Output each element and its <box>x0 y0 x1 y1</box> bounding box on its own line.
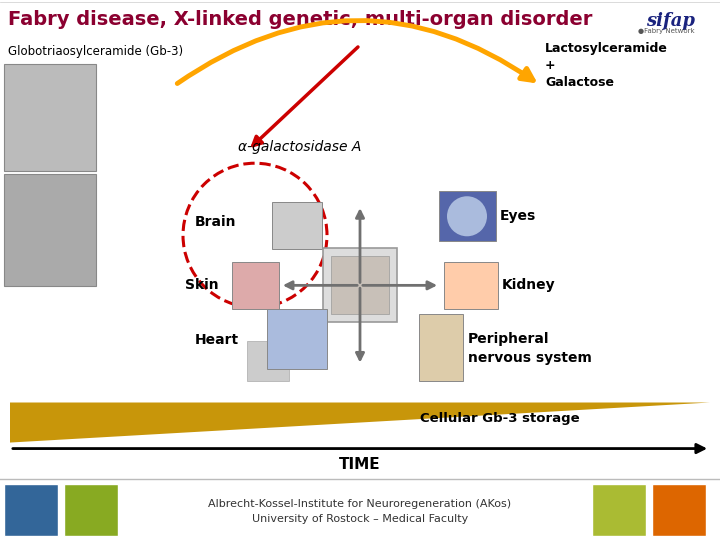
Text: ●Fabry Network: ●Fabry Network <box>639 28 695 34</box>
FancyBboxPatch shape <box>592 484 646 536</box>
Polygon shape <box>10 402 710 443</box>
Text: α-galactosidase A: α-galactosidase A <box>238 140 361 154</box>
Text: Lactosylceramide
+
Galactose: Lactosylceramide + Galactose <box>545 42 668 89</box>
FancyBboxPatch shape <box>272 202 322 249</box>
FancyBboxPatch shape <box>331 256 389 314</box>
Circle shape <box>447 196 487 237</box>
FancyBboxPatch shape <box>323 248 397 322</box>
Text: University of Rostock – Medical Faculty: University of Rostock – Medical Faculty <box>252 514 468 524</box>
Text: sifap: sifap <box>646 12 695 30</box>
Text: Heart: Heart <box>195 333 239 347</box>
FancyBboxPatch shape <box>444 262 498 309</box>
Text: Eyes: Eyes <box>500 210 536 223</box>
FancyBboxPatch shape <box>4 484 58 536</box>
Text: Peripheral
nervous system: Peripheral nervous system <box>468 332 592 365</box>
Text: Cellular Gb-3 storage: Cellular Gb-3 storage <box>420 412 580 425</box>
FancyBboxPatch shape <box>4 64 96 171</box>
Text: Albrecht-Kossel-Institute for Neuroregeneration (AKos): Albrecht-Kossel-Institute for Neuroregen… <box>208 499 512 509</box>
Text: Fabry disease, X-linked genetic, multi-organ disorder: Fabry disease, X-linked genetic, multi-o… <box>8 10 593 29</box>
FancyBboxPatch shape <box>247 341 289 381</box>
Text: TIME: TIME <box>339 457 381 472</box>
FancyBboxPatch shape <box>419 314 463 381</box>
Text: Globotriaosylceramide (Gb-3): Globotriaosylceramide (Gb-3) <box>8 45 183 58</box>
Text: Brain: Brain <box>195 215 236 230</box>
FancyBboxPatch shape <box>439 191 496 241</box>
FancyBboxPatch shape <box>267 309 327 369</box>
FancyBboxPatch shape <box>4 174 96 286</box>
FancyBboxPatch shape <box>652 484 706 536</box>
FancyBboxPatch shape <box>64 484 118 536</box>
Text: Kidney: Kidney <box>502 278 556 292</box>
Text: Skin: Skin <box>185 278 219 292</box>
FancyBboxPatch shape <box>232 262 279 309</box>
